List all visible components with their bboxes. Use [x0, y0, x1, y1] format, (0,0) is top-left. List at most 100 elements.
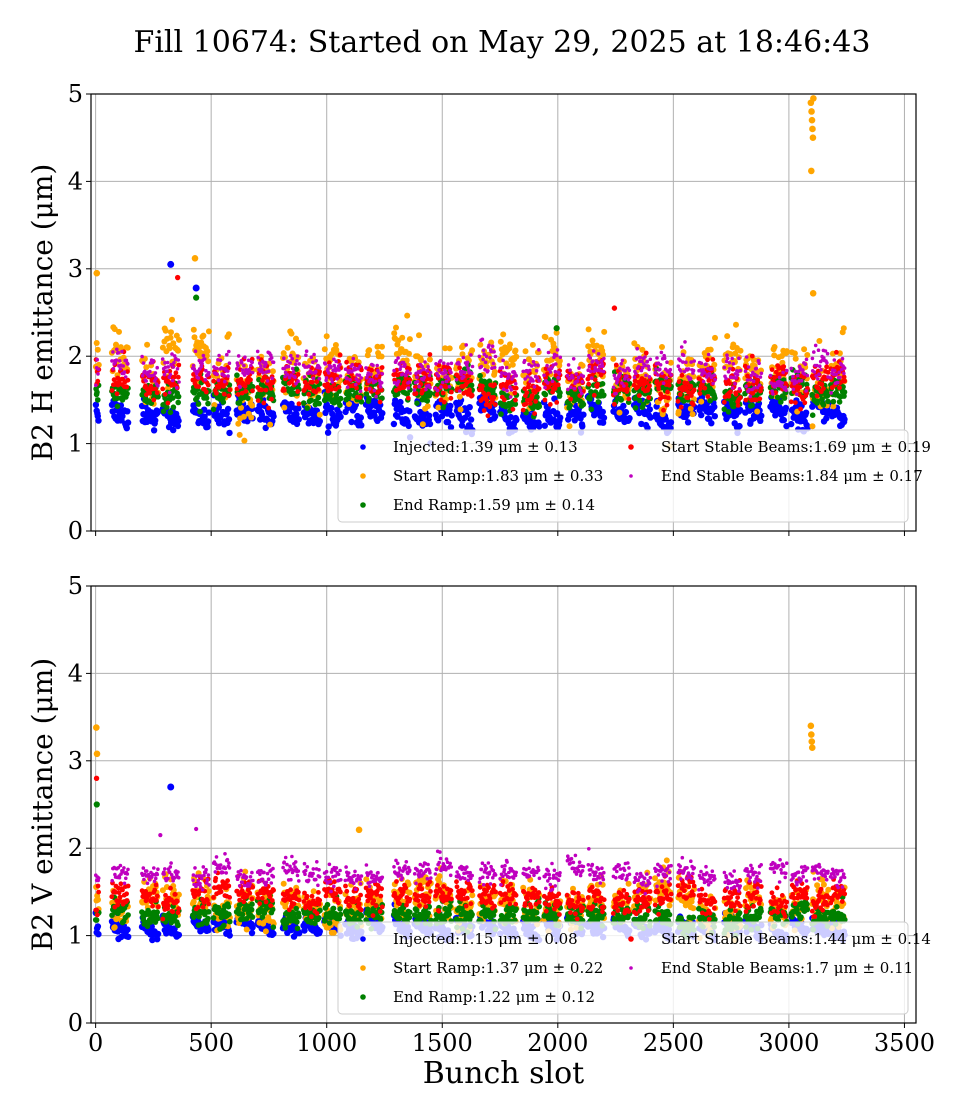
- data-point: [366, 395, 372, 402]
- data-point: [358, 364, 362, 369]
- data-point: [169, 316, 175, 323]
- data-point: [499, 374, 504, 379]
- data-point: [545, 381, 550, 385]
- data-point: [837, 370, 841, 375]
- data-point: [557, 371, 562, 376]
- data-point: [553, 329, 560, 336]
- data-point: [687, 405, 694, 412]
- data-point: [589, 337, 596, 344]
- data-point: [771, 352, 778, 359]
- data-point: [304, 349, 309, 354]
- data-point: [659, 344, 665, 350]
- data-point: [357, 395, 363, 400]
- data-point: [175, 393, 182, 400]
- data-point: [486, 369, 490, 373]
- data-point: [155, 365, 159, 370]
- data-point: [804, 389, 808, 393]
- data-point: [118, 367, 123, 371]
- data-point: [419, 421, 426, 428]
- data-point: [264, 362, 268, 366]
- data-point: [317, 366, 322, 370]
- data-point: [448, 395, 454, 401]
- data-point: [595, 381, 600, 387]
- data-point: [492, 382, 497, 388]
- data-point: [332, 342, 339, 348]
- data-point: [337, 368, 341, 372]
- data-point: [156, 383, 160, 388]
- data-point: [426, 356, 433, 363]
- data-point: [613, 362, 619, 368]
- y-tick-label: 5: [68, 80, 83, 108]
- y-axis-label: B2 H emittance (μm): [26, 164, 59, 462]
- data-point: [240, 413, 247, 420]
- y-tick-label: 3: [68, 255, 83, 283]
- data-point: [249, 363, 253, 368]
- data-point: [802, 409, 810, 416]
- data-point: [479, 364, 484, 369]
- data-point: [211, 402, 218, 408]
- data-point: [438, 359, 443, 363]
- data-point: [817, 372, 821, 377]
- data-point: [596, 352, 601, 356]
- data-point: [580, 411, 587, 418]
- data-point: [737, 406, 744, 414]
- data-point: [576, 375, 581, 380]
- data-point: [507, 341, 513, 348]
- data-point: [611, 385, 616, 390]
- data-point: [646, 406, 653, 413]
- data-point: [380, 372, 385, 376]
- data-point: [345, 401, 352, 407]
- data-point: [428, 370, 433, 375]
- data-point: [751, 379, 756, 384]
- data-point: [793, 369, 798, 374]
- data-point: [317, 369, 322, 374]
- data-point: [424, 398, 431, 404]
- data-point: [123, 375, 128, 379]
- data-point: [812, 370, 817, 374]
- outlier-point: [193, 294, 200, 301]
- data-point: [803, 362, 808, 367]
- data-point: [507, 372, 511, 377]
- y-tick-label: 0: [68, 517, 83, 545]
- data-point: [656, 373, 660, 377]
- data-point: [636, 409, 643, 417]
- data-point: [513, 416, 520, 424]
- data-point: [737, 347, 744, 354]
- data-point: [457, 406, 464, 413]
- data-point: [190, 326, 197, 333]
- data-point: [626, 415, 633, 422]
- data-point: [267, 421, 274, 428]
- data-point: [396, 379, 401, 384]
- data-point: [296, 379, 300, 384]
- data-point: [358, 389, 363, 394]
- data-point: [428, 376, 434, 382]
- data-point: [210, 406, 217, 413]
- data-point: [795, 392, 799, 397]
- data-point: [701, 379, 706, 384]
- data-point: [643, 350, 649, 356]
- data-point: [793, 400, 798, 405]
- data-point: [449, 370, 453, 375]
- data-point: [588, 356, 593, 360]
- data-point: [749, 402, 755, 409]
- data-point: [414, 400, 420, 407]
- data-point: [743, 397, 749, 403]
- data-point: [840, 325, 847, 332]
- data-point: [324, 429, 332, 436]
- data-point: [172, 361, 176, 365]
- data-point: [316, 928, 323, 935]
- data-point: [712, 395, 718, 401]
- data-point: [713, 377, 717, 382]
- data-point: [166, 345, 173, 352]
- data-point: [174, 422, 182, 430]
- data-point: [261, 400, 267, 406]
- outlier-point: [809, 289, 817, 297]
- data-point: [841, 389, 848, 395]
- data-point: [647, 375, 652, 379]
- data-point: [173, 370, 179, 376]
- data-point: [529, 364, 534, 368]
- data-point: [669, 373, 673, 377]
- data-point: [369, 367, 374, 373]
- data-point: [554, 400, 560, 405]
- data-point: [727, 381, 733, 386]
